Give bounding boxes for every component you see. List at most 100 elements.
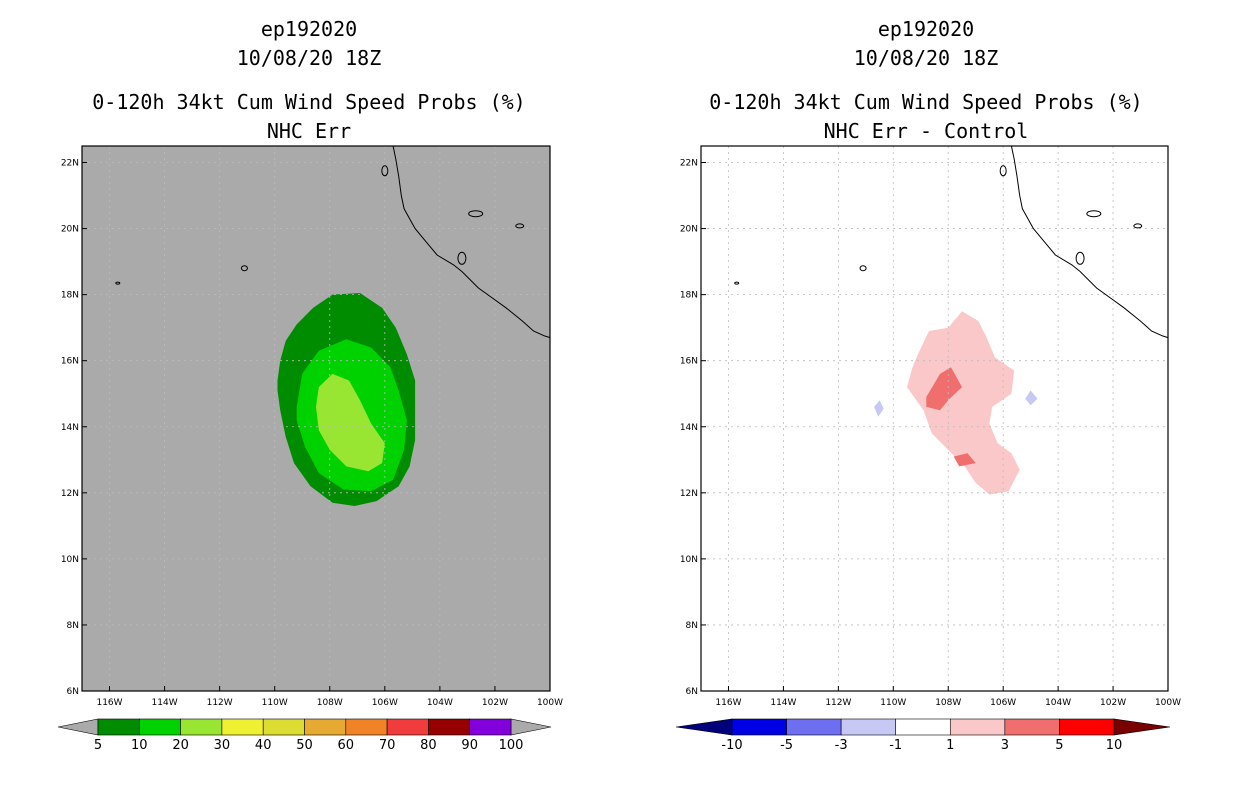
x-tick-label: 108W xyxy=(317,698,343,708)
chart-title-storm-id: ep192020 xyxy=(877,17,975,41)
colorbar-swatch xyxy=(840,718,897,736)
colorbar-label: 10 xyxy=(131,738,148,753)
colorbar-swatch xyxy=(180,718,223,736)
y-tick-label: 18N xyxy=(61,291,79,301)
colorbar-swatch xyxy=(1059,718,1115,736)
colorbar: 5 10 20 30 40 50 60 70 80 90 100 xyxy=(57,718,552,753)
island-outline xyxy=(515,223,525,229)
chart-title-product: 0-120h 34kt Cum Wind Speed Probs (%) xyxy=(92,90,526,114)
island-outline xyxy=(1075,251,1085,265)
contour-fill--3--1 xyxy=(1025,390,1038,406)
contour-fill-3-5 xyxy=(953,453,976,467)
y-tick-label: 12N xyxy=(680,489,698,499)
coastline xyxy=(1010,145,1169,339)
colorbar-swatch xyxy=(345,718,388,736)
chart-panel-2: 116W 114W 112W 110W 108W 106W 104W 102W 100W 6N 8N… xyxy=(680,145,1181,708)
colorbar-label: -1 xyxy=(889,738,902,753)
island-outline xyxy=(240,265,248,272)
plot-frame xyxy=(81,145,551,692)
colorbar-swatch xyxy=(731,718,787,736)
colorbar-label: 100 xyxy=(499,738,524,753)
colorbar-swatch xyxy=(386,718,429,736)
colorbar-label: 90 xyxy=(461,738,478,753)
colorbar-label: 50 xyxy=(296,738,313,753)
colorbar-label: 3 xyxy=(1001,738,1009,753)
island-outline xyxy=(457,251,467,265)
y-tick-label: 22N xyxy=(680,159,698,169)
colorbar-over-triangle xyxy=(1113,718,1171,736)
colorbar-label: 30 xyxy=(214,738,231,753)
x-tick-label: 100W xyxy=(537,698,563,708)
contour-fill-3-5 xyxy=(926,367,962,411)
contour-fill--3--1 xyxy=(874,400,884,417)
x-tick-label: 116W xyxy=(96,698,122,708)
x-tick-label: 112W xyxy=(207,698,233,708)
colorbar-swatch xyxy=(97,718,140,736)
x-tick-label: 106W xyxy=(372,698,398,708)
plot-frame xyxy=(700,145,1169,692)
colorbar: -10 -5 -3 -1 1 3 5 10 xyxy=(675,718,1171,753)
chart-title-storm-id: ep192020 xyxy=(260,17,358,41)
x-tick-label: 104W xyxy=(427,698,453,708)
colorbar-label: 20 xyxy=(172,738,189,753)
x-tick-label: 102W xyxy=(1100,698,1126,708)
y-tick-label: 20N xyxy=(61,225,79,235)
y-tick-label: 14N xyxy=(680,423,698,433)
island-outline xyxy=(115,281,121,285)
colorbar-under-triangle xyxy=(675,718,733,736)
colorbar-label: 70 xyxy=(379,738,396,753)
island-outline xyxy=(859,265,867,272)
x-tick-label: 102W xyxy=(482,698,508,708)
x-tick-label: 114W xyxy=(152,698,178,708)
colorbar-swatch xyxy=(139,718,181,736)
y-tick-label: 8N xyxy=(67,621,79,631)
x-tick-label: 108W xyxy=(935,698,961,708)
x-tick-label: 106W xyxy=(990,698,1016,708)
y-tick-label: 12N xyxy=(61,489,79,499)
chart-panel-1: 116W 114W 112W 110W 108W 106W 104W 102W 100W 6N 8N… xyxy=(61,145,563,708)
colorbar-swatch xyxy=(262,718,305,736)
island-outline xyxy=(1133,223,1143,229)
colorbar-swatch xyxy=(949,718,1006,736)
chart-title-subtitle: NHC Err xyxy=(266,119,352,143)
y-tick-label: 16N xyxy=(680,357,698,367)
x-tick-label: 100W xyxy=(1155,698,1181,708)
colorbar-swatch xyxy=(895,718,951,736)
coastline xyxy=(392,145,551,339)
colorbar-label: 5 xyxy=(1055,738,1063,753)
island-outline xyxy=(734,281,740,285)
x-tick-label: 104W xyxy=(1045,698,1071,708)
chart-title-subtitle: NHC Err - Control xyxy=(823,119,1029,143)
y-tick-label: 14N xyxy=(61,423,79,433)
colorbar-label: 40 xyxy=(255,738,272,753)
colorbar-swatch xyxy=(221,718,264,736)
colorbar-swatch xyxy=(786,718,842,736)
colorbar-over-triangle xyxy=(510,718,552,736)
contour-fill-1-3 xyxy=(907,311,1020,495)
y-tick-label: 18N xyxy=(680,291,698,301)
colorbar-label: -3 xyxy=(835,738,848,753)
x-tick-label: 116W xyxy=(715,698,741,708)
y-tick-label: 20N xyxy=(680,225,698,235)
y-tick-label: 6N xyxy=(686,687,698,697)
island-outline xyxy=(468,210,484,218)
y-tick-label: 16N xyxy=(61,357,79,367)
colorbar-under-triangle xyxy=(57,718,99,736)
island-outline xyxy=(381,165,389,177)
island-outline xyxy=(1086,210,1102,218)
y-tick-label: 10N xyxy=(680,555,698,565)
colorbar-label: 60 xyxy=(338,738,355,753)
x-tick-label: 112W xyxy=(825,698,851,708)
y-tick-label: 10N xyxy=(61,555,79,565)
colorbar-label: -10 xyxy=(721,738,742,753)
chart-title-datetime: 10/08/20 18Z xyxy=(853,46,999,70)
y-tick-label: 6N xyxy=(67,687,79,697)
colorbar-swatch xyxy=(428,718,470,736)
colorbar-swatch xyxy=(304,718,347,736)
y-tick-label: 8N xyxy=(686,621,698,631)
contour-fill-20-30 xyxy=(316,373,385,472)
x-tick-label: 110W xyxy=(880,698,906,708)
chart-title-product: 0-120h 34kt Cum Wind Speed Probs (%) xyxy=(709,90,1143,114)
x-tick-label: 110W xyxy=(262,698,288,708)
